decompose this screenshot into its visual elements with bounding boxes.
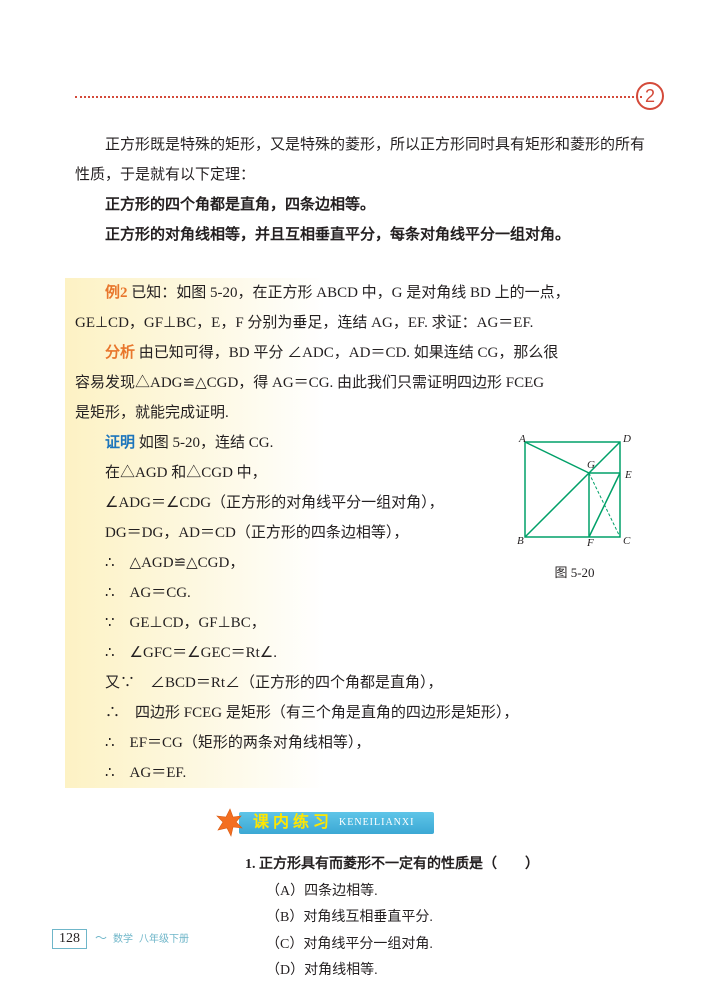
analysis-l1: 由已知可得，BD 平分 ∠ADC，AD＝CD. 如果连结 CG，那么很 xyxy=(139,345,559,361)
label-G: G xyxy=(587,459,595,471)
exercise-banner: 课内练习 KENEILIANXI xyxy=(215,808,647,838)
intro-paragraph: 正方形既是特殊的矩形，又是特殊的菱形，所以正方形同时具有矩形和菱形的所有性质，于… xyxy=(75,130,647,190)
analysis-label: 分析 xyxy=(105,345,135,361)
label-A: A xyxy=(518,433,526,445)
analysis-l2: 容易发现△ADG≌△CGD，得 AG＝CG. 由此我们只需证明四边形 FCEG xyxy=(75,368,647,398)
proof-label: 证明 xyxy=(105,435,135,451)
star-icon xyxy=(215,808,245,838)
option-a: （A）四条边相等. xyxy=(266,879,647,906)
label-E: E xyxy=(624,469,632,481)
section-number-badge: 2 xyxy=(636,82,664,110)
proof-l8: ∴ ∠GFC＝∠GEC＝Rt∠. xyxy=(75,638,647,668)
option-c: （C）对角线平分一组对角. xyxy=(266,932,647,959)
page-footer: 128 〜 数学 八年级下册 xyxy=(52,929,189,949)
label-C: C xyxy=(623,535,631,547)
body-text: 正方形既是特殊的矩形，又是特殊的菱形，所以正方形同时具有矩形和菱形的所有性质，于… xyxy=(75,130,647,985)
banner-en: KENEILIANXI xyxy=(339,813,414,833)
footer-subject: 数学 xyxy=(113,930,133,945)
figure-5-20: A D B C G E F 图 5-20 xyxy=(502,432,647,586)
option-d: （D）对角线相等. xyxy=(266,958,647,985)
label-D: D xyxy=(622,433,631,445)
page-number: 128 xyxy=(52,929,87,949)
square-diagram-svg: A D B C G E F xyxy=(505,432,645,547)
label-F: F xyxy=(586,537,594,547)
example-label: 例2 xyxy=(105,285,128,301)
example-problem-l1: 已知：如图 5-20，在正方形 ABCD 中，G 是对角线 BD 上的一点， xyxy=(131,285,569,301)
footer-grade: 八年级下册 xyxy=(139,930,189,945)
exercise-question: 1. 正方形具有而菱形不一定有的性质是（ ） xyxy=(245,852,647,879)
analysis-l3: 是矩形，就能完成证明. xyxy=(75,398,647,428)
banner-cn: 课内练习 xyxy=(253,807,333,839)
proof-l7: ∵ GE⊥CD，GF⊥BC， xyxy=(75,608,647,638)
option-b: （B）对角线互相垂直平分. xyxy=(266,905,647,932)
page: 2 正方形既是特殊的矩形，又是特殊的菱形，所以正方形同时具有矩形和菱形的所有性质… xyxy=(0,0,702,979)
example-content: 例2 已知：如图 5-20，在正方形 ABCD 中，G 是对角线 BD 上的一点… xyxy=(75,278,647,788)
proof-l12: ∴ AG＝EF. xyxy=(75,758,647,788)
exercise-list: 1. 正方形具有而菱形不一定有的性质是（ ） （A）四条边相等. （B）对角线互… xyxy=(245,852,647,985)
proof-l11: ∴ EF＝CG（矩形的两条对角线相等）， xyxy=(75,728,647,758)
theorem-line-1: 正方形的四个角都是直角，四条边相等。 xyxy=(75,190,647,220)
banner-body: 课内练习 KENEILIANXI xyxy=(239,812,434,834)
proof-l1: 如图 5-20，连结 CG. xyxy=(139,435,274,451)
header-dotted-rule xyxy=(75,96,642,98)
label-B: B xyxy=(517,535,524,547)
proof-l9: 又∵ ∠BCD＝Rt∠（正方形的四个角都是直角）， xyxy=(75,668,647,698)
proof-l10: ∴ 四边形 FCEG 是矩形（有三个角是直角的四边形是矩形）， xyxy=(75,698,647,728)
example-problem-l2: GE⊥CD，GF⊥BC，E，F 分别为垂足，连结 AG，EF. 求证：AG＝EF… xyxy=(75,308,647,338)
example-block: 例2 已知：如图 5-20，在正方形 ABCD 中，G 是对角线 BD 上的一点… xyxy=(75,278,647,788)
figure-caption: 图 5-20 xyxy=(502,560,647,586)
footer-swoosh-icon: 〜 xyxy=(95,929,107,946)
theorem-line-2: 正方形的对角线相等，并且互相垂直平分，每条对角线平分一组对角。 xyxy=(75,220,647,250)
